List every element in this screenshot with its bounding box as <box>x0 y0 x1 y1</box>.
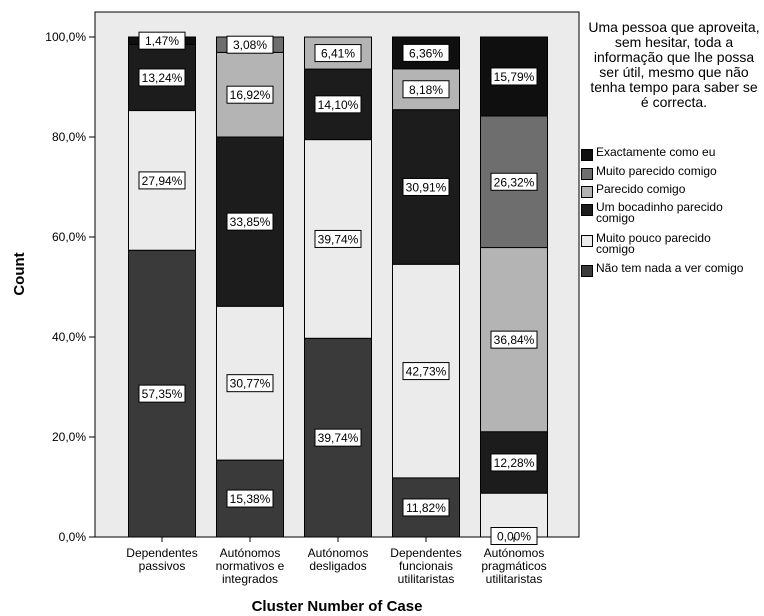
data-label-box <box>490 330 538 349</box>
legend-swatch <box>581 149 593 161</box>
data-label: 16,92% <box>230 88 271 102</box>
y-tick-label: 60,0% <box>52 230 86 244</box>
y-tick-label: 40,0% <box>52 330 86 344</box>
data-label: 39,74% <box>318 431 359 445</box>
data-label-box <box>490 527 538 545</box>
y-tick-label: 0,0% <box>59 530 87 544</box>
legend-item: Exactamente como eu <box>581 145 761 161</box>
legend-title: Uma pessoa que aproveita, sem hesitar, t… <box>588 19 760 110</box>
data-label-box <box>226 85 274 104</box>
data-label-box <box>314 44 362 63</box>
x-tick-label: Autónomos desligados <box>308 546 369 573</box>
data-label-box <box>138 31 186 50</box>
data-label: 42,73% <box>406 365 447 379</box>
data-label: 27,94% <box>142 174 183 188</box>
data-label-box <box>138 171 186 190</box>
data-labels: 57,35% 27,94% 13,24% 1,47% 15,38% 30,77% 33,85… <box>138 31 538 545</box>
y-tick-label: 20,0% <box>52 430 86 444</box>
x-axis: Dependentes passivos Autónomos normativos e… <box>126 537 547 586</box>
data-label: 0,00% <box>497 530 531 544</box>
legend-swatch <box>581 265 593 277</box>
x-tick-label: Dependentes passivos <box>126 546 197 573</box>
legend-swatch <box>581 168 593 180</box>
data-label-box <box>138 68 186 87</box>
legend-item: Não tem nada a ver comigo <box>581 261 761 277</box>
data-label: 15,38% <box>230 492 271 506</box>
data-label: 6,36% <box>409 46 443 60</box>
data-label-box <box>402 80 450 99</box>
data-label-box <box>402 43 450 62</box>
legend-item: Parecido comigo <box>581 182 761 198</box>
data-label: 36,84% <box>494 333 535 347</box>
data-label: 13,24% <box>142 71 183 85</box>
x-tick-label: Autónomos pragmáticos utilitaristas <box>481 546 546 586</box>
data-label: 39,74% <box>318 232 359 246</box>
data-label-box <box>490 172 538 191</box>
legend-label: Um bocadinho parecido comigo <box>596 200 723 225</box>
legend-label: Muito parecido comigo <box>596 164 717 178</box>
legend-swatch <box>581 204 593 216</box>
data-label: 11,82% <box>406 501 446 515</box>
data-label-box <box>314 229 362 248</box>
legend-label: Exactamente como eu <box>596 145 716 159</box>
data-label-box <box>226 212 274 231</box>
legend-item: Muito parecido comigo <box>581 164 761 180</box>
data-label: 12,28% <box>494 456 535 470</box>
x-axis-title: Cluster Number of Case <box>252 598 423 615</box>
data-label-box <box>402 362 450 381</box>
data-label: 33,85% <box>230 215 271 229</box>
legend-label: Muito pouco parecido comigo <box>596 231 711 256</box>
data-label-box <box>226 374 274 393</box>
data-label-box <box>314 95 362 114</box>
data-label: 6,41% <box>321 47 355 61</box>
y-axis-title: Count <box>11 252 28 295</box>
x-tick-label: Dependentes funcionais utilitaristas <box>390 546 461 586</box>
legend-label: Não tem nada a ver comigo <box>596 261 744 275</box>
data-label-box <box>226 489 274 508</box>
data-label: 30,91% <box>406 180 447 194</box>
data-label: 1,47% <box>145 34 179 48</box>
y-tick-label: 100,0% <box>45 30 86 44</box>
data-label-box <box>490 453 538 472</box>
data-label-box <box>138 384 186 403</box>
data-label: 15,79% <box>494 70 535 84</box>
data-label: 30,77% <box>230 377 271 391</box>
data-label: 3,08% <box>233 38 267 52</box>
legend-item: Um bocadinho parecido comigo <box>581 200 761 225</box>
x-tick-label: Autónomos normativos e integrados <box>216 546 285 586</box>
data-label: 14,10% <box>318 98 359 112</box>
y-axis: 0,0% 20,0% 40,0% 60,0% 80,0% 100,0% <box>45 12 96 544</box>
legend-swatch <box>581 235 593 247</box>
legend-item: Muito pouco parecido comigo <box>581 231 761 256</box>
data-label-box <box>402 498 450 517</box>
data-label-box <box>226 35 274 54</box>
data-label-box <box>314 428 362 447</box>
data-label: 26,32% <box>494 175 535 189</box>
data-label-box <box>490 67 538 86</box>
legend-label: Parecido comigo <box>596 182 686 196</box>
legend-swatch <box>581 186 593 198</box>
y-tick-label: 80,0% <box>52 130 86 144</box>
data-label: 8,18% <box>409 83 443 97</box>
data-label: 57,35% <box>142 387 183 401</box>
data-label-box <box>402 177 450 196</box>
